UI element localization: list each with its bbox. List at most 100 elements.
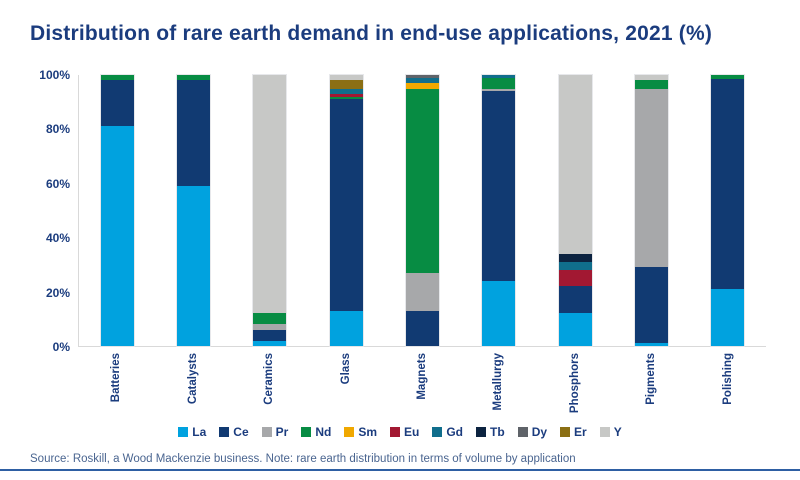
segment-la [100,126,134,346]
y-tick-label: 80% [45,122,70,137]
bar-slot [537,75,613,346]
segment-ce [558,286,592,314]
y-tick-label: 60% [45,176,70,191]
segment-ce [634,267,668,344]
legend-swatch-sm [344,427,355,437]
segment-sm [405,83,439,89]
x-label-slot: Batteries [78,353,154,423]
segment-y [558,75,592,254]
legend-swatch-eu [390,427,400,437]
segment-la [482,280,516,346]
legend-swatch-pr [261,427,272,437]
segment-ce [482,91,516,281]
segment-tb [558,253,592,262]
segment-gd [405,77,439,84]
segment-la [558,313,592,346]
bar-ceramics [253,75,287,346]
segment-la [711,289,745,346]
segment-eu [558,270,592,287]
segment-gd [329,88,363,94]
legend-item-sm: Sm [344,425,377,439]
segment-pr [253,324,287,330]
legend-label: Tb [490,425,505,439]
x-label-slot: Phosphors [537,353,613,423]
legend-swatch-y [599,427,610,437]
segment-pr [405,272,439,311]
bar-slot [690,75,766,346]
segment-gd [558,261,592,271]
bar-pigments [634,75,668,346]
bar-slot [155,75,231,346]
bar-slot [79,75,155,346]
x-axis-label-glass: Glass [339,353,352,385]
legend-item-ce: Ce [219,425,249,439]
x-axis-labels: Batteries Catalysts Ceramics Glass Magnets Me… [78,353,766,423]
legend-swatch-dy [517,427,528,437]
x-label-slot: Polishing [690,353,766,423]
bar-metallurgy [482,75,516,346]
segment-y [253,75,287,314]
bar-catalysts [176,75,210,346]
segment-la [253,340,287,346]
bar-batteries [100,75,134,346]
legend-swatch-la [178,427,189,437]
x-label-slot: Glass [307,353,383,423]
segment-la [329,310,363,346]
x-axis-label-metallurgy: Metallurgy [492,353,505,411]
legend-label: Er [574,425,587,439]
x-label-slot: Magnets [384,353,460,423]
bar-glass [329,75,363,346]
legend-item-gd: Gd [432,425,463,439]
legend-label: Sm [358,425,377,439]
legend-label: Y [613,425,622,439]
segment-pr [634,88,668,268]
x-axis-label-polishing: Polishing [721,353,734,405]
x-label-slot: Ceramics [231,353,307,423]
segment-ce [329,99,363,311]
segment-ce [711,79,745,290]
bar-slot [461,75,537,346]
bar-magnets [405,75,439,346]
segment-nd [711,75,745,80]
segment-nd [329,96,363,100]
plot-area [78,75,766,347]
x-axis-label-batteries: Batteries [110,353,123,403]
bar-slot [308,75,384,346]
segment-nd [253,313,287,325]
x-axis-label-magnets: Magnets [415,353,428,400]
bar-polishing [711,75,745,346]
x-label-slot: Catalysts [154,353,230,423]
segment-y [634,75,668,81]
segment-pr [482,88,516,92]
x-label-slot: Pigments [613,353,689,423]
bar-phosphors [558,75,592,346]
segment-dy [405,75,439,78]
segment-nd [176,75,210,81]
chart-title: Distribution of rare earth demand in end… [30,22,713,45]
y-tick-label: 20% [45,285,70,300]
x-axis-label-catalysts: Catalysts [186,353,199,405]
bar-slot [613,75,689,346]
segment-gd [482,75,516,78]
source-note: Source: Roskill, a Wood Mackenzie busine… [30,453,576,465]
legend-label: Nd [315,425,332,439]
legend-item-tb: Tb [476,425,505,439]
bar-slot [232,75,308,346]
segment-ce [405,310,439,346]
segment-ce [100,80,134,127]
legend-item-eu: Eu [390,425,419,439]
segment-nd [482,77,516,89]
y-tick-label: 100% [39,68,70,82]
segment-nd [405,88,439,273]
legend-item-pr: Pr [261,425,288,439]
legend-swatch-tb [476,427,487,437]
x-axis-label-pigments: Pigments [645,353,658,405]
x-axis-label-phosphors: Phosphors [568,353,581,414]
legend-swatch-ce [219,427,230,437]
x-axis-label-ceramics: Ceramics [263,353,276,405]
x-label-slot: Metallurgy [460,353,536,423]
y-axis: 0% 20% 40% 60% 80% 100% [0,68,70,354]
legend-label: Ce [233,425,249,439]
legend: La Ce Pr Nd Sm Eu Gd Tb Dy Er Y [0,425,800,439]
